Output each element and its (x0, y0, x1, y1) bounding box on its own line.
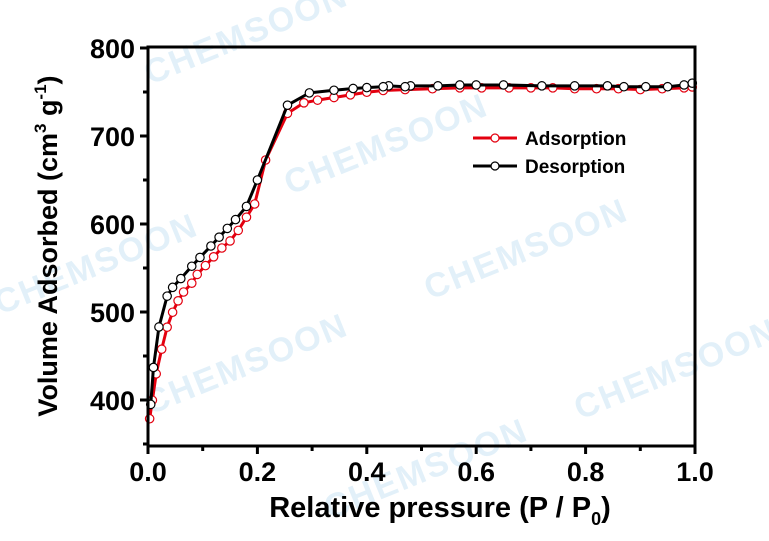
data-point-marker (176, 273, 186, 284)
y-tick-label: 800 (90, 34, 135, 64)
data-point-marker (471, 80, 481, 90)
series-desorption (145, 78, 698, 410)
data-point-marker (214, 232, 224, 242)
data-point-marker (569, 81, 580, 91)
data-point-marker (378, 81, 389, 92)
data-point-marker (167, 307, 178, 318)
y-axis-label: Volume Adsorbed (cm3 g-1) (31, 75, 63, 416)
data-point-marker (241, 212, 252, 222)
x-tick-label: 0.8 (567, 457, 605, 487)
data-point-marker (662, 81, 673, 92)
legend-label: Adsorption (525, 129, 626, 150)
legend: Adsorption Desorption (473, 129, 626, 178)
data-point-marker (156, 344, 167, 354)
data-point-marker (230, 214, 241, 225)
watermark-text: CHEMSOON (569, 311, 769, 427)
legend-item-adsorption: Adsorption (473, 129, 626, 150)
watermark-text: CHEMSOON (279, 86, 494, 202)
data-point-marker (433, 81, 443, 91)
data-point-marker (282, 100, 293, 110)
data-point-marker (162, 291, 172, 301)
data-point-marker (299, 98, 309, 108)
data-point-marker (195, 252, 205, 263)
watermark-text: CHEMSOON (419, 191, 634, 307)
data-point-marker (252, 175, 263, 185)
data-point-marker (154, 322, 164, 332)
watermark-text: CHEMSOON (139, 306, 354, 422)
data-point-marker (679, 80, 689, 90)
data-point-marker (200, 260, 211, 271)
y-tick-label: 700 (90, 122, 135, 152)
y-tick-label: 600 (90, 210, 135, 240)
data-point-marker (167, 282, 178, 293)
data-point-marker (217, 243, 227, 253)
data-point-marker (602, 81, 613, 91)
data-point-marker (178, 287, 189, 297)
x-tick-label: 0.4 (348, 457, 386, 487)
data-point-marker (537, 81, 547, 91)
data-point-marker (619, 81, 629, 92)
data-point-marker (222, 223, 233, 234)
data-point-marker (208, 251, 219, 262)
data-point-marker (361, 82, 372, 93)
data-point-marker (329, 85, 339, 96)
y-tick-label: 500 (90, 298, 135, 328)
data-point-marker (640, 81, 651, 92)
x-tick-label: 0.6 (457, 457, 495, 487)
x-axis-label: Relative pressure (P / P0) (269, 492, 611, 529)
data-point-marker (206, 241, 216, 251)
y-tick-label: 400 (90, 386, 135, 416)
data-point-marker (186, 261, 197, 272)
data-point-marker (186, 278, 197, 288)
legend-marker-icon (490, 133, 500, 143)
legend-item-desorption: Desorption (473, 157, 625, 178)
data-point-marker (241, 201, 252, 212)
data-point-marker (304, 88, 315, 98)
data-point-marker (148, 362, 159, 373)
data-point-marker (249, 199, 260, 209)
x-tick-label: 0.2 (239, 457, 277, 487)
series-layer (144, 78, 698, 424)
series-adsorption (144, 82, 698, 424)
data-point-marker (348, 83, 358, 94)
data-point-marker (233, 225, 244, 236)
axis-ticks: 0.0 0.2 0.4 0.6 0.8 1.0 400 500 600 700 800 (90, 34, 714, 487)
legend-label: Desorption (525, 157, 625, 178)
data-point-marker (400, 81, 410, 92)
data-point-marker (162, 322, 172, 332)
legend-marker-icon (490, 161, 500, 171)
x-tick-label: 0.0 (129, 457, 167, 487)
data-point-marker (498, 80, 509, 90)
x-tick-label: 1.0 (676, 457, 714, 487)
data-point-marker (192, 269, 203, 280)
data-point-marker (312, 95, 323, 105)
data-point-marker (454, 80, 465, 90)
data-point-marker (173, 295, 183, 306)
data-point-marker (225, 236, 235, 246)
